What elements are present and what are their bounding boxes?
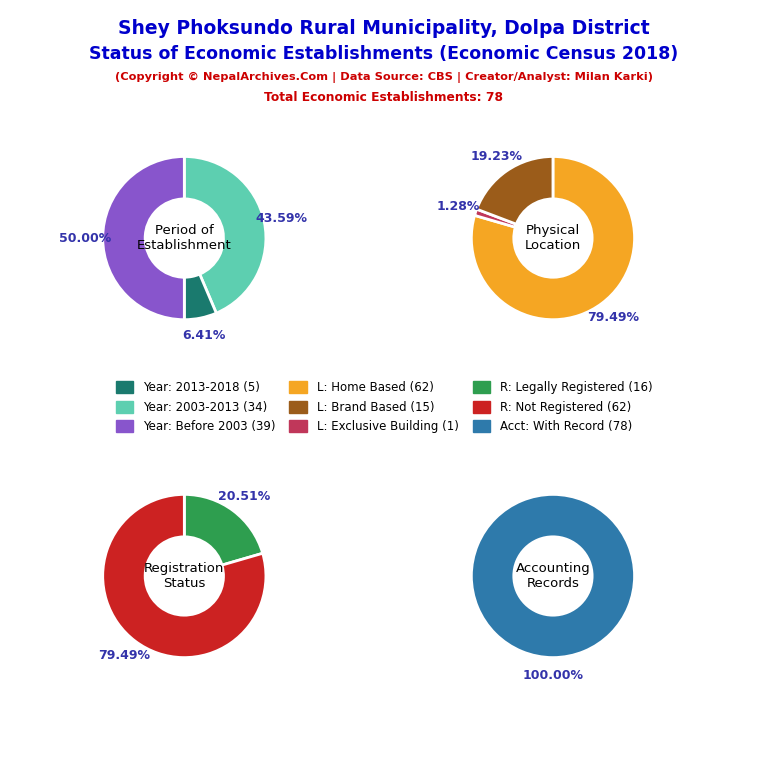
Text: (Copyright © NepalArchives.Com | Data Source: CBS | Creator/Analyst: Milan Karki: (Copyright © NepalArchives.Com | Data So… xyxy=(115,71,653,82)
Text: 20.51%: 20.51% xyxy=(218,490,270,503)
Text: Registration
Status: Registration Status xyxy=(144,562,224,590)
Text: 79.49%: 79.49% xyxy=(98,649,151,662)
Wedge shape xyxy=(472,495,634,657)
Text: 79.49%: 79.49% xyxy=(587,311,639,324)
Wedge shape xyxy=(472,157,634,319)
Text: Status of Economic Establishments (Economic Census 2018): Status of Economic Establishments (Econo… xyxy=(89,45,679,62)
Text: 43.59%: 43.59% xyxy=(256,212,308,225)
Text: Period of
Establishment: Period of Establishment xyxy=(137,224,232,252)
Wedge shape xyxy=(184,274,217,319)
Text: Total Economic Establishments: 78: Total Economic Establishments: 78 xyxy=(264,91,504,104)
Text: 1.28%: 1.28% xyxy=(437,200,480,213)
Wedge shape xyxy=(184,495,263,565)
Text: 50.00%: 50.00% xyxy=(58,232,111,244)
Wedge shape xyxy=(184,157,266,313)
Text: 6.41%: 6.41% xyxy=(183,329,226,342)
Text: Physical
Location: Physical Location xyxy=(525,224,581,252)
Legend: Year: 2013-2018 (5), Year: 2003-2013 (34), Year: Before 2003 (39), L: Home Based: Year: 2013-2018 (5), Year: 2003-2013 (34… xyxy=(116,381,652,433)
Wedge shape xyxy=(475,209,516,227)
Wedge shape xyxy=(477,157,553,224)
Text: 100.00%: 100.00% xyxy=(522,669,584,682)
Wedge shape xyxy=(103,157,184,319)
Text: 19.23%: 19.23% xyxy=(471,150,522,163)
Wedge shape xyxy=(103,495,266,657)
Text: Shey Phoksundo Rural Municipality, Dolpa District: Shey Phoksundo Rural Municipality, Dolpa… xyxy=(118,19,650,38)
Text: Accounting
Records: Accounting Records xyxy=(515,562,591,590)
